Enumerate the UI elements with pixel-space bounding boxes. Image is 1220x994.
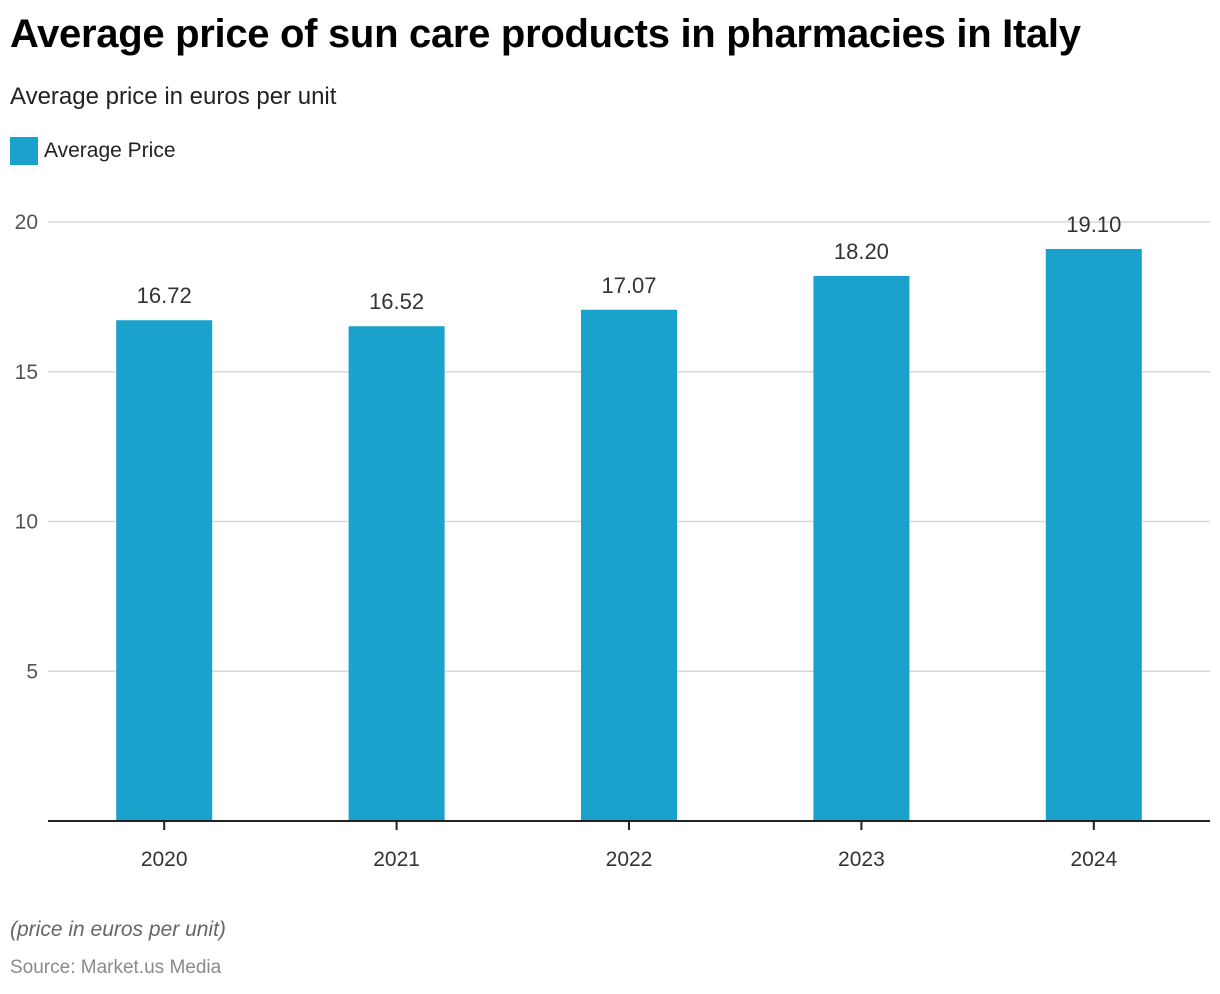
bar (581, 309, 677, 821)
y-tick-label: 5 (26, 660, 38, 683)
x-tick-label: 2024 (1070, 848, 1117, 871)
data-label: 16.72 (137, 283, 192, 308)
data-label: 16.52 (369, 289, 424, 314)
x-tick-label: 2022 (606, 848, 653, 871)
legend: Average Price (10, 137, 176, 165)
legend-swatch (10, 137, 38, 165)
data-label: 18.20 (834, 239, 889, 264)
footnote: (price in euros per unit) (10, 918, 226, 941)
data-labels: 16.72 16.52 17.07 18.20 19.10 (137, 212, 1122, 314)
bar (116, 320, 213, 821)
bar (813, 275, 910, 821)
chart-subtitle: Average price in euros per unit (10, 83, 337, 110)
chart-title: Average price of sun care products in ph… (10, 12, 1081, 56)
x-tick-label: 2020 (141, 848, 188, 871)
x-axis: 2020 2021 2022 2023 2024 (48, 820, 1210, 871)
x-tick-label: 2021 (373, 848, 420, 871)
y-tick-label: 10 (15, 511, 38, 534)
y-tick-label: 20 (15, 211, 38, 234)
bars (116, 248, 1142, 821)
source-note: Source: Market.us Media (10, 957, 222, 978)
x-tick-label: 2023 (838, 848, 885, 871)
data-label: 19.10 (1066, 212, 1121, 237)
legend-label: Average Price (44, 139, 176, 162)
bar (348, 326, 445, 821)
data-label: 17.07 (601, 273, 656, 298)
y-axis-ticks: 5 10 15 20 (15, 211, 38, 683)
y-tick-label: 15 (15, 361, 38, 384)
bar (1045, 248, 1142, 821)
